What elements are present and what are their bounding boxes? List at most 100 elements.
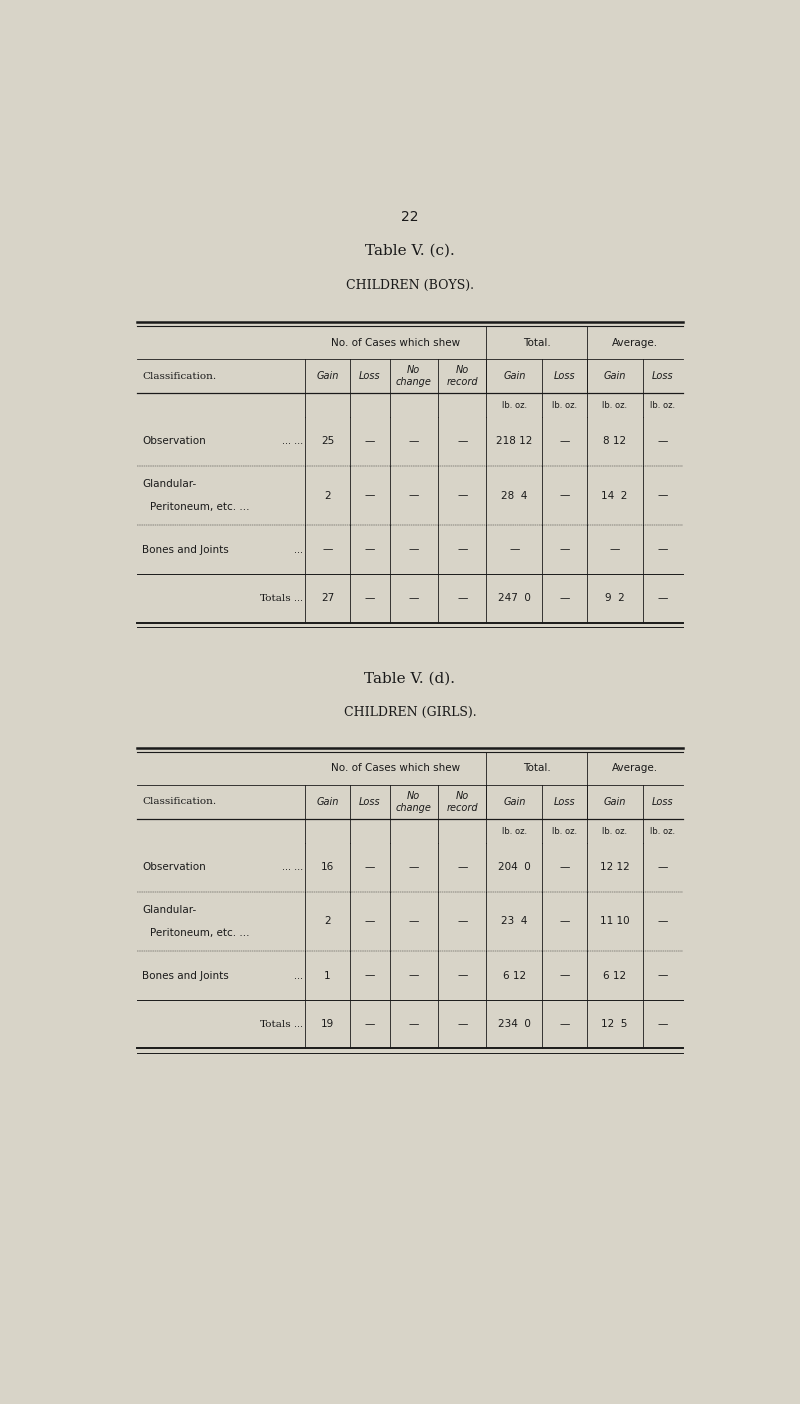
Text: Loss: Loss [358,371,381,380]
Text: No
change: No change [396,365,432,388]
Text: —: — [409,970,419,980]
Text: Gain: Gain [503,797,526,807]
Text: Gain: Gain [603,797,626,807]
Text: —: — [559,594,570,604]
Text: No. of Cases which shew: No. of Cases which shew [331,337,461,348]
Text: No
change: No change [396,792,432,813]
Text: —: — [658,437,668,446]
Text: lb. oz.: lb. oz. [552,400,577,410]
Text: —: — [559,862,570,872]
Text: No. of Cases which shew: No. of Cases which shew [331,764,461,774]
Text: Glandular-: Glandular- [142,904,197,914]
Text: ... ...: ... ... [282,437,303,446]
Text: 2: 2 [324,490,330,500]
Text: —: — [365,917,374,927]
Text: ... ...: ... ... [282,862,303,872]
Text: Gain: Gain [503,371,526,380]
Text: ...: ... [294,594,303,604]
Text: —: — [658,862,668,872]
Text: 28  4: 28 4 [502,490,527,500]
Text: —: — [409,862,419,872]
Text: 23  4: 23 4 [502,917,527,927]
Text: —: — [559,545,570,555]
Text: —: — [457,862,467,872]
Text: Loss: Loss [652,797,674,807]
Text: —: — [457,970,467,980]
Text: —: — [365,1019,374,1029]
Text: —: — [559,490,570,500]
Text: —: — [365,594,374,604]
Text: No
record: No record [446,365,478,388]
Text: No
record: No record [446,792,478,813]
Text: 12 12: 12 12 [600,862,630,872]
Text: CHILDREN (BOYS).: CHILDREN (BOYS). [346,279,474,292]
Text: —: — [658,594,668,604]
Text: —: — [409,545,419,555]
Text: CHILDREN (GIRLS).: CHILDREN (GIRLS). [344,706,476,719]
Text: Total.: Total. [522,337,550,348]
Text: Table V. (d).: Table V. (d). [365,671,455,685]
Text: —: — [457,594,467,604]
Text: ...: ... [294,970,303,980]
Text: Glandular-: Glandular- [142,479,197,489]
Text: —: — [365,437,374,446]
Text: 6 12: 6 12 [603,970,626,980]
Text: —: — [559,917,570,927]
Text: —: — [457,490,467,500]
Text: 9  2: 9 2 [605,594,625,604]
Text: Classification.: Classification. [142,797,216,806]
Text: Observation: Observation [142,437,206,446]
Text: 6 12: 6 12 [503,970,526,980]
Text: Peritoneum, etc. ...: Peritoneum, etc. ... [150,928,249,938]
Text: —: — [365,970,374,980]
Text: —: — [365,490,374,500]
Text: —: — [409,917,419,927]
Text: lb. oz.: lb. oz. [650,400,675,410]
Text: Gain: Gain [316,371,338,380]
Text: 1: 1 [324,970,330,980]
Text: Gain: Gain [603,371,626,380]
Text: 234  0: 234 0 [498,1019,531,1029]
Text: Bones and Joints: Bones and Joints [142,545,229,555]
Text: —: — [510,545,519,555]
Text: —: — [409,490,419,500]
Text: —: — [658,1019,668,1029]
Text: Loss: Loss [554,797,575,807]
Text: Table V. (c).: Table V. (c). [365,244,455,258]
Text: —: — [365,545,374,555]
Text: ...: ... [294,545,303,555]
Text: —: — [658,490,668,500]
Text: Bones and Joints: Bones and Joints [142,970,229,980]
Text: lb. oz.: lb. oz. [650,827,675,835]
Text: —: — [457,917,467,927]
Text: —: — [322,545,333,555]
Text: —: — [610,545,620,555]
Text: 22: 22 [402,209,418,223]
Text: 16: 16 [321,862,334,872]
Text: —: — [559,970,570,980]
Text: —: — [409,1019,419,1029]
Text: Average.: Average. [612,337,658,348]
Text: 204  0: 204 0 [498,862,530,872]
Text: Observation: Observation [142,862,206,872]
Text: —: — [409,594,419,604]
Text: 27: 27 [321,594,334,604]
Text: lb. oz.: lb. oz. [502,400,527,410]
Text: —: — [457,437,467,446]
Text: 11 10: 11 10 [600,917,630,927]
Text: —: — [457,545,467,555]
Text: 247  0: 247 0 [498,594,531,604]
Text: Peritoneum, etc. ...: Peritoneum, etc. ... [150,503,249,512]
Text: —: — [658,917,668,927]
Text: ...: ... [294,1019,303,1029]
Text: Loss: Loss [358,797,381,807]
Text: lb. oz.: lb. oz. [602,400,627,410]
Text: Loss: Loss [652,371,674,380]
Text: 218 12: 218 12 [496,437,533,446]
Text: Totals: Totals [260,1019,292,1029]
Text: 2: 2 [324,917,330,927]
Text: —: — [559,1019,570,1029]
Text: Loss: Loss [554,371,575,380]
Text: Total.: Total. [522,764,550,774]
Text: —: — [658,970,668,980]
